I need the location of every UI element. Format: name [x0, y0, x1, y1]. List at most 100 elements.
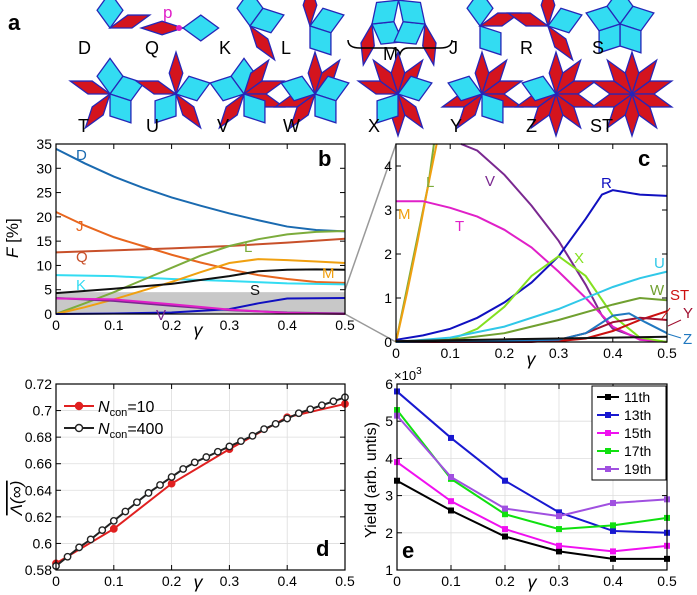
marker-15th — [610, 548, 616, 555]
y-tick-label: 2 — [385, 525, 393, 541]
panel-b-chart: 0 0.1 0.2 0.3 0.4 0.5 0 5 10 15 20 25 30 35 D JQK L M S V F … — [3, 136, 355, 340]
legend-marker-17th — [605, 448, 611, 454]
tile-rhombus — [134, 80, 179, 95]
panel-b-letter: b — [318, 146, 331, 171]
marker-ncon400 — [225, 442, 234, 451]
tile-st: ST — [590, 50, 674, 138]
tile-rhombus — [466, 0, 494, 28]
tile-m-brace — [347, 39, 453, 57]
y-tick-label: 3 — [385, 488, 393, 504]
tile-label-j: J — [449, 38, 458, 58]
y-tick-label: 15 — [36, 233, 52, 249]
y-tick-label: 0 — [44, 306, 52, 322]
legend-marker-ncon10 — [74, 401, 84, 411]
tile-m-cluster-2 — [393, 0, 437, 67]
tile-label-v: V — [217, 116, 229, 136]
panel-a-letter: a — [8, 10, 21, 35]
y-multiplier-base: ×10 — [394, 368, 416, 383]
series-label-x: X — [574, 250, 584, 267]
marker-ncon400 — [283, 414, 292, 423]
tile-label-z: Z — [526, 116, 537, 136]
series-l — [55, 229, 346, 315]
tile-label-l: L — [281, 38, 291, 58]
tile-rhombus — [606, 58, 634, 96]
y-tick-label: 0.66 — [25, 456, 52, 472]
series-t — [55, 297, 346, 315]
y-tick-label: 0.72 — [25, 376, 52, 392]
series-11th — [396, 479, 667, 560]
y-axis-label-var: F — [3, 246, 22, 258]
marker-15th — [502, 526, 508, 533]
series-13th — [396, 390, 668, 534]
tile-rhombus — [447, 75, 484, 102]
x-axis-label: γ — [527, 349, 537, 369]
tile-label-t: T — [78, 116, 89, 136]
tile-r: R — [506, 0, 583, 62]
marker-ncon400 — [75, 543, 84, 552]
marker-ncon400 — [202, 453, 211, 461]
x-tick-label: 0.2 — [162, 317, 182, 333]
y-axis-label: F [%] — [3, 218, 22, 258]
tile-rhombus — [302, 0, 318, 29]
tile-label-q: Q — [145, 38, 159, 58]
tile-x: X — [356, 50, 433, 138]
y-tick-label: 0.58 — [25, 562, 52, 578]
legend-label-ncon10: Ncon=10 — [98, 399, 155, 419]
y-tick-label: 25 — [36, 185, 52, 201]
tile-rhombus — [68, 80, 113, 95]
series-s — [55, 268, 346, 295]
tile-rhombus — [107, 14, 152, 29]
tile-m-fat — [393, 21, 426, 45]
y-tick-label: 0.6 — [33, 535, 53, 551]
series-label-t: T — [455, 218, 464, 235]
tile-rhombus — [139, 20, 186, 36]
series-label-v: V — [485, 173, 495, 190]
x-tick-label: 0.3 — [220, 573, 240, 589]
marker-11th — [448, 507, 454, 514]
tile-rhombus — [96, 0, 124, 30]
series-d — [55, 147, 346, 233]
x-tick-label: 0.4 — [277, 317, 297, 333]
marker-ncon400 — [86, 535, 95, 544]
tile-rhombus — [309, 25, 332, 56]
legend-sub: con — [110, 429, 128, 441]
marker-ncon400 — [121, 507, 130, 516]
tile-rhombus — [174, 92, 202, 130]
marker-ncon10 — [109, 524, 118, 533]
tile-v: V — [209, 57, 286, 136]
series-r — [395, 189, 668, 341]
legend-value: =10 — [127, 399, 154, 416]
series-label-st: ST — [670, 287, 689, 304]
label-pointer-z — [667, 333, 682, 339]
series-m — [395, 143, 438, 343]
y-axis-label: Λ(∞) — [7, 481, 26, 517]
series-15th — [396, 461, 668, 553]
legend-n: N — [98, 399, 110, 416]
tile-rhombus — [372, 58, 400, 96]
x-tick-label: 0.1 — [104, 317, 124, 333]
panel-d-chart: 0 0.1 0.2 0.3 0.4 0.5 0.58 0.6 0.62 0.64 0.66 0.68 0… — [7, 376, 355, 592]
y-multiplier-exp: 3 — [416, 366, 422, 377]
marker-11th — [610, 555, 616, 562]
series-x — [395, 254, 668, 343]
y-tick-label: 2 — [384, 246, 392, 262]
marker-19th — [610, 500, 616, 507]
series-label-u: U — [654, 255, 665, 272]
legend-n: N — [98, 421, 110, 438]
y-multiplier: ×103 — [394, 366, 422, 383]
tile-label-w: W — [283, 116, 300, 136]
legend-marker-11th — [605, 394, 611, 400]
x-tick-label: 0.3 — [549, 345, 569, 361]
series-label-k: K — [76, 277, 86, 294]
tile-label-d: D — [78, 38, 91, 58]
x-tick-label: 0.4 — [277, 573, 297, 589]
tile-rhombus — [481, 93, 504, 124]
y-tick-label: 0.7 — [33, 403, 53, 419]
y-tick-label: 0.62 — [25, 509, 52, 525]
marker-ncon400 — [306, 405, 315, 414]
zoom-region-shade — [56, 292, 345, 314]
legend-marker-ncon400 — [74, 423, 84, 433]
marker-13th — [502, 477, 508, 484]
tile-label-x: X — [368, 116, 380, 136]
